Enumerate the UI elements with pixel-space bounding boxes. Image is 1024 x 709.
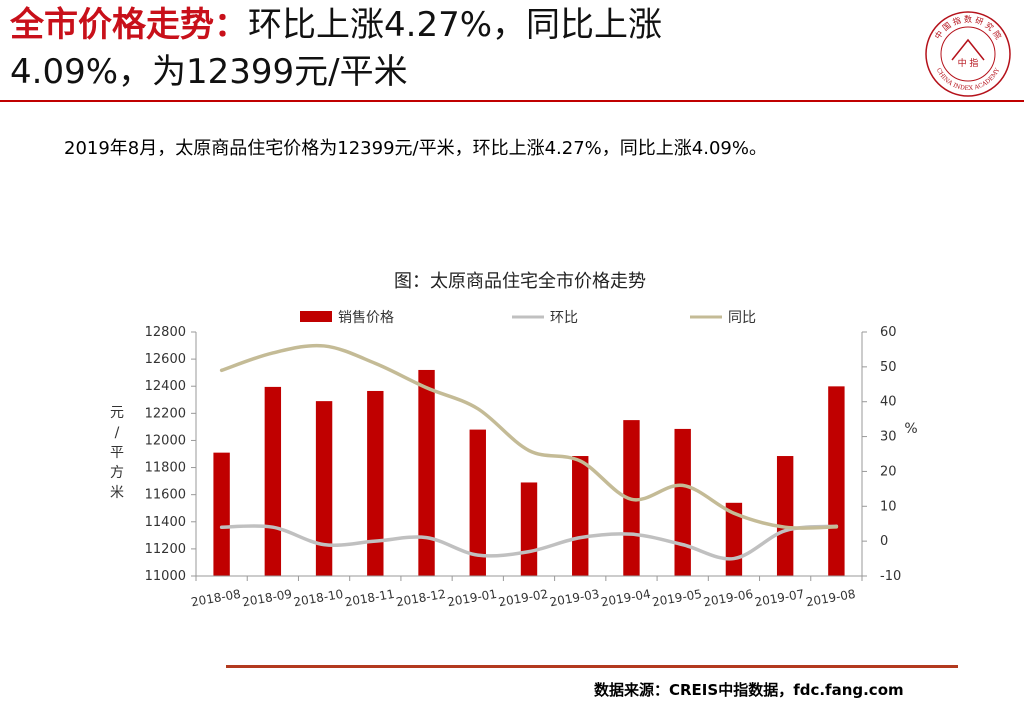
bar-series	[213, 369, 845, 576]
y-tick-label: 11200	[145, 542, 186, 557]
y2-tick-label: 40	[880, 395, 897, 410]
y2-tick-label: 0	[880, 534, 888, 549]
x-tick-label: 2019-08	[805, 587, 857, 609]
legend-label: 环比	[550, 310, 578, 326]
price-bar	[418, 369, 435, 576]
y2-axis-label: %	[904, 421, 917, 437]
y-tick-label: 12200	[145, 406, 186, 421]
data-source: 数据来源：CREIS中指数据，fdc.fang.com	[594, 681, 904, 699]
yoy-line	[219, 343, 839, 530]
y2-tick-label: -10	[880, 569, 901, 584]
y2-tick-label: 50	[880, 360, 897, 375]
price-bar	[315, 401, 333, 576]
x-tick-label: 2019-07	[754, 587, 806, 609]
price-bar	[520, 482, 538, 576]
x-tick-label: 2018-10	[292, 587, 344, 609]
price-bar	[213, 452, 230, 576]
price-bar	[469, 429, 486, 576]
china-index-academy-logo: 中 国 指 数 研 究 院 CHINA INDEX ACADEMY 中 指	[925, 11, 1011, 97]
y-tick-label: 12000	[145, 433, 186, 448]
x-tick-label: 2018-12	[395, 587, 447, 609]
x-tick-label: 2019-06	[702, 587, 754, 609]
y-tick-label: 11800	[145, 461, 186, 476]
mom-line	[219, 524, 839, 561]
y2-tick-label: 30	[880, 430, 897, 445]
price-bar	[264, 386, 282, 576]
y-axis-label-char: /	[115, 425, 120, 441]
x-tick-label: 2018-08	[190, 587, 242, 609]
y-tick-label: 11400	[145, 515, 186, 530]
page-title: 全市价格走势：环比上涨4.27%，同比上涨 4.09%，为12399元/平米	[10, 2, 890, 96]
y2-tick-label: 10	[880, 499, 897, 514]
price-bar	[776, 456, 794, 576]
chart-title: 图：太原商品住宅全市价格走势	[394, 271, 646, 292]
legend-swatch-bar	[300, 311, 332, 322]
y2-tick-label: 20	[880, 464, 897, 479]
line-series	[219, 343, 839, 561]
price-trend-chart: 图：太原商品住宅全市价格走势 销售价格 环比 同比 11000 11200 11400 1…	[110, 271, 918, 609]
legend-label: 销售价格	[338, 310, 394, 326]
y-tick-label: 12800	[145, 325, 186, 340]
price-bar	[828, 386, 845, 576]
price-bar	[674, 428, 691, 576]
price-bar	[572, 456, 589, 576]
title-rest-line1: 环比上涨4.27%，同比上涨	[248, 5, 663, 45]
x-tick-label: 2019-01	[446, 587, 498, 609]
x-tick-label: 2019-02	[497, 587, 549, 609]
y-tick-label: 11600	[145, 488, 186, 503]
logo-center-text: 中 指	[958, 57, 979, 69]
summary-text: 2019年8月，太原商品住宅价格为12399元/平米，环比上涨4.27%，同比上…	[64, 138, 767, 159]
x-tick-label: 2019-03	[549, 587, 601, 609]
x-tick-label: 2019-04	[600, 587, 652, 609]
legend-label: 同比	[728, 310, 756, 326]
y-tick-label: 12600	[145, 352, 186, 367]
y-axis-label-char: 米	[110, 485, 124, 501]
price-bar	[367, 390, 384, 576]
x-tick-label: 2018-11	[344, 587, 396, 609]
title-line2: 4.09%，为12399元/平米	[10, 52, 408, 92]
title-lead: 全市价格走势：	[10, 5, 248, 45]
y2-tick-label: 60	[880, 325, 897, 340]
x-tick-label: 2018-09	[241, 587, 293, 609]
chart-legend: 销售价格 环比 同比	[300, 310, 756, 326]
y-axis-label-char: 平	[110, 445, 124, 461]
y-tick-label: 12400	[145, 379, 186, 394]
y-axis-label-char: 方	[110, 465, 124, 481]
header-divider	[0, 100, 1024, 102]
y-axis-label-char: 元	[110, 405, 124, 421]
y-tick-label: 11000	[145, 569, 186, 584]
x-tick-label: 2019-05	[651, 587, 703, 609]
footer-divider	[226, 665, 958, 668]
